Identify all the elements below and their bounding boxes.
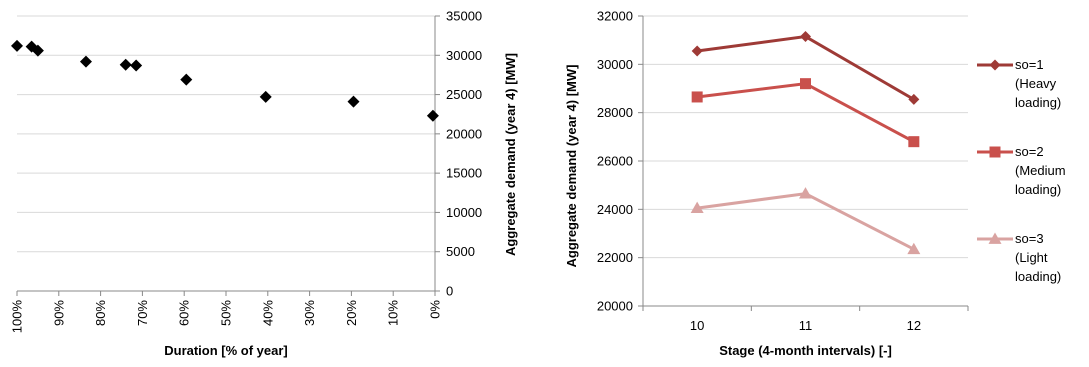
data-point	[907, 242, 921, 255]
y-tick-label: 32000	[597, 9, 633, 24]
data-point	[259, 90, 272, 103]
legend-label: (Heavy	[1015, 76, 1057, 91]
y-tick-label: 28000	[597, 105, 633, 120]
x-tick-label: 12	[907, 318, 921, 333]
y-tick-label: 35000	[446, 9, 482, 24]
stage-line-chart: 20000 22000 24000 26000 28000 30000 32000 10 11 1…	[564, 9, 1066, 359]
data-point	[180, 73, 193, 86]
y-tick-label: 25000	[446, 87, 482, 102]
x-axis-label: Stage (4-month intervals) [-]	[719, 343, 892, 358]
legend-label: so=3	[1015, 231, 1044, 246]
data-point	[426, 109, 439, 122]
legend-item: so=3 (Light loading)	[977, 231, 1061, 284]
legend-marker	[989, 146, 1001, 158]
data-point	[79, 55, 92, 68]
data-point	[31, 44, 44, 57]
y-axis-label: Aggregate demand (year 4) [MW]	[564, 65, 579, 268]
duration-scatter-chart: 0 5000 10000 15000 20000 25000 30000 35000 100% 9…	[10, 9, 519, 359]
legend-label: loading)	[1015, 269, 1061, 284]
y-tick-label: 24000	[597, 202, 633, 217]
x-axis-label: Duration [% of year]	[164, 343, 288, 358]
y-tick-label: 15000	[446, 166, 482, 181]
y-axis-label: Aggregate demand (year 4) [MW]	[503, 53, 518, 256]
legend-label: loading)	[1015, 182, 1061, 197]
data-point	[800, 78, 811, 90]
data-point	[130, 59, 143, 72]
data-point	[799, 187, 812, 199]
legend-marker	[989, 59, 1001, 71]
x-tick-label: 40%	[260, 300, 275, 326]
x-tick-label: 80%	[93, 300, 108, 326]
legend-label: (Medium	[1015, 163, 1066, 178]
x-tick-label: 11	[799, 318, 813, 333]
y-tick-label: 22000	[597, 250, 633, 265]
x-tick-label: 20%	[344, 300, 359, 326]
data-point	[690, 201, 704, 213]
data-point	[11, 39, 23, 52]
y-tick-label: 30000	[446, 48, 482, 63]
legend-label: so=2	[1015, 144, 1044, 159]
data-point	[119, 58, 132, 71]
legend-item: so=1 (Heavy loading)	[977, 57, 1061, 110]
data-point	[800, 31, 811, 43]
data-point	[908, 93, 920, 105]
data-point	[25, 40, 38, 53]
y-tick-label: 30000	[597, 57, 633, 72]
data-point	[691, 45, 703, 57]
series-line	[696, 34, 915, 101]
legend-item: so=2 (Medium loading)	[977, 144, 1066, 197]
x-tick-label: 10	[690, 318, 704, 333]
x-tick-label: 90%	[51, 300, 66, 326]
data-point	[908, 136, 920, 148]
y-tick-label: 5000	[446, 244, 475, 259]
x-tick-label: 0%	[428, 300, 443, 319]
y-tick-label: 20000	[597, 299, 633, 314]
legend-label: loading)	[1015, 95, 1061, 110]
data-point	[691, 91, 703, 103]
legend-label: so=1	[1015, 57, 1044, 72]
legend-marker	[988, 232, 1002, 244]
x-tick-label: 10%	[386, 300, 401, 326]
x-tick-label: 50%	[219, 300, 234, 326]
x-tick-label: 30%	[302, 300, 317, 326]
y-tick-label: 20000	[446, 126, 482, 141]
y-tick-label: 10000	[446, 205, 482, 220]
y-tick-label: 0	[446, 284, 453, 299]
x-tick-label: 70%	[135, 300, 150, 326]
y-tick-label: 26000	[597, 154, 633, 169]
series-line	[696, 192, 915, 251]
data-point	[347, 95, 360, 108]
x-tick-label: 100%	[10, 300, 25, 334]
x-tick-label: 60%	[177, 300, 192, 326]
legend-label: (Light	[1015, 250, 1048, 265]
